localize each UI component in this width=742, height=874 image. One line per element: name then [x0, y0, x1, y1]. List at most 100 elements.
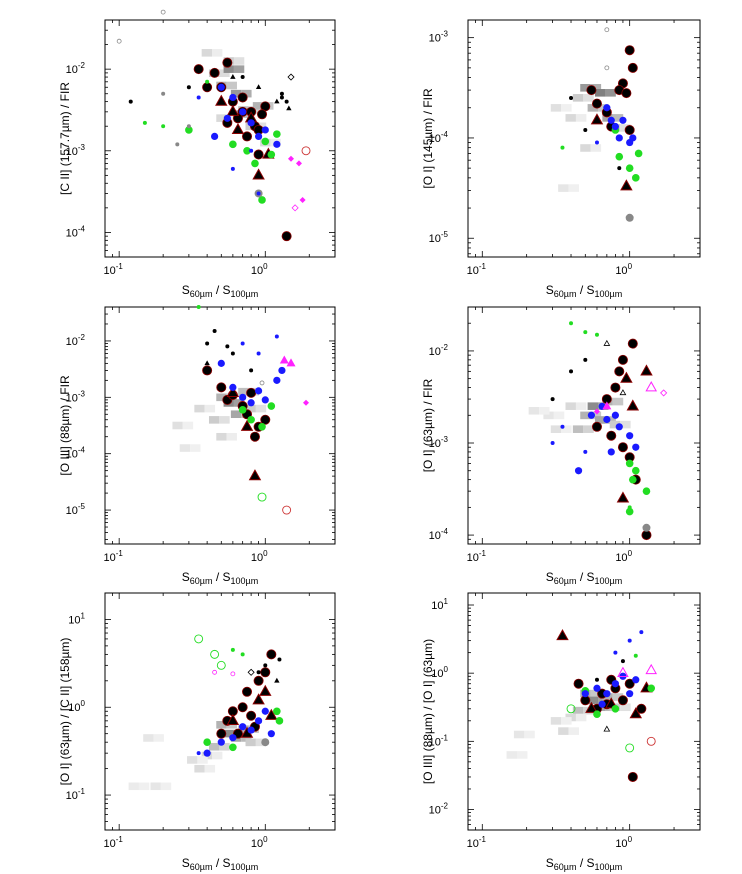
data-point	[247, 668, 255, 676]
data-point	[617, 695, 628, 706]
data-point	[246, 387, 257, 398]
density-cell	[216, 721, 227, 729]
plot-frame	[467, 19, 701, 258]
data-point	[240, 75, 245, 80]
data-point	[229, 734, 237, 742]
data-point	[585, 701, 598, 713]
density-cell	[583, 94, 594, 102]
data-point	[211, 132, 219, 141]
data-point	[629, 134, 637, 142]
data-point	[254, 387, 263, 395]
data-point	[209, 67, 220, 78]
data-point	[273, 140, 281, 148]
data-point	[611, 680, 619, 688]
data-point	[242, 131, 253, 142]
data-point	[626, 690, 634, 698]
data-point	[632, 443, 640, 451]
density-cell	[590, 689, 602, 698]
data-point	[226, 713, 240, 725]
density-cell	[233, 65, 245, 73]
data-point	[631, 466, 640, 475]
data-point	[615, 423, 623, 431]
data-point	[161, 91, 166, 96]
density-cell	[208, 742, 220, 751]
density-cell	[223, 729, 234, 738]
plot-frame	[104, 19, 336, 258]
data-point	[586, 85, 597, 96]
data-point	[583, 128, 588, 133]
data-point	[253, 675, 264, 686]
density-cell	[230, 410, 242, 419]
data-point	[619, 389, 627, 396]
data-point	[550, 441, 555, 446]
data-point	[252, 693, 265, 705]
data-point	[274, 334, 279, 339]
density-cell	[561, 425, 572, 433]
data-point	[574, 467, 583, 475]
data-point	[203, 738, 211, 746]
y-tick-label: 10-3	[429, 30, 449, 45]
density-cell	[233, 57, 245, 65]
data-point	[594, 140, 599, 145]
plot-frame	[104, 306, 336, 545]
data-point	[273, 130, 281, 138]
data-point	[624, 678, 635, 689]
data-point	[253, 149, 264, 160]
data-point	[620, 371, 633, 383]
data-point	[556, 629, 569, 641]
data-point	[239, 723, 247, 731]
density-cell	[612, 397, 624, 406]
x-tick-label: 10-1	[467, 549, 487, 564]
plot-frame	[467, 306, 701, 545]
data-point	[215, 94, 228, 106]
data-point	[603, 690, 611, 698]
data-point	[247, 119, 255, 127]
x-tick-label: 10-1	[103, 262, 123, 277]
data-point	[286, 358, 296, 367]
density-cell	[620, 703, 631, 712]
density-cell	[587, 696, 599, 705]
density-cell	[590, 144, 602, 152]
data-point	[216, 382, 227, 393]
density-cell	[197, 756, 208, 764]
x-tick-label: 100	[615, 549, 632, 564]
data-point	[284, 99, 289, 104]
data-point	[210, 649, 220, 659]
density-cell	[143, 734, 154, 742]
x-axis-label: S60µm / S100µm	[546, 283, 622, 299]
density-cell	[201, 49, 213, 57]
data-point	[259, 380, 265, 386]
x-tick-label: 10-1	[467, 835, 487, 850]
x-tick-label: 100	[251, 835, 268, 850]
data-point	[615, 152, 624, 161]
density-cell	[572, 425, 584, 433]
data-point	[267, 150, 276, 159]
data-point	[247, 415, 255, 424]
data-point	[247, 399, 255, 407]
data-point	[628, 475, 637, 484]
data-point	[226, 104, 240, 116]
data-point	[261, 126, 269, 134]
density-cell	[561, 104, 572, 112]
data-point	[160, 9, 166, 15]
data-point	[642, 523, 651, 532]
data-point	[278, 366, 286, 375]
data-point	[631, 174, 640, 182]
data-point	[603, 104, 611, 112]
data-point	[593, 684, 601, 692]
data-point	[258, 422, 266, 431]
density-cell	[219, 69, 230, 78]
data-point	[591, 98, 602, 109]
data-point	[607, 448, 615, 456]
data-point	[256, 191, 261, 196]
y-tick-label: 10-4	[429, 527, 449, 542]
density-cell	[553, 411, 565, 420]
density-cell	[212, 751, 223, 760]
data-point	[279, 355, 289, 364]
data-point	[550, 397, 555, 402]
density-cell	[558, 184, 569, 192]
data-point	[216, 660, 226, 670]
data-point	[274, 677, 280, 683]
